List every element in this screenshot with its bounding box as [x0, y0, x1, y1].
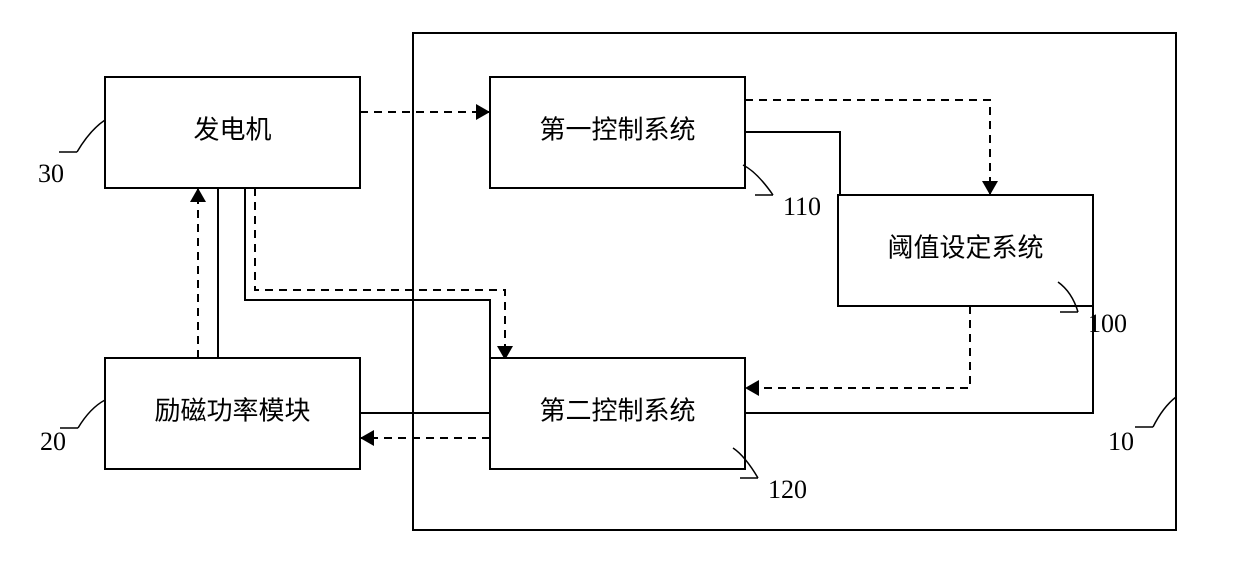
block-gen-label: 发电机: [193, 115, 271, 144]
block-ctrl1-label: 第一控制系统: [539, 115, 695, 144]
solid-connector: [245, 188, 490, 372]
ref-ctrl1: 110: [783, 192, 821, 221]
block-thr-label: 阈值设定系统: [887, 233, 1043, 262]
block-exc-label: 励磁功率模块: [154, 396, 310, 425]
solid-connector: [745, 306, 1093, 413]
leader-line: [78, 400, 105, 428]
ref-box10: 10: [1108, 427, 1134, 456]
ref-ctrl2: 120: [768, 475, 807, 504]
ref-thr: 100: [1088, 309, 1127, 338]
dashed-connector: [255, 188, 505, 360]
ref-gen: 30: [38, 159, 64, 188]
solid-connector: [745, 132, 840, 195]
leader-line: [1153, 397, 1176, 427]
block-ctrl2-label: 第二控制系统: [539, 396, 695, 425]
leader-line: [77, 120, 105, 152]
dashed-connector: [745, 306, 970, 388]
leader-line: [743, 165, 773, 195]
ref-exc: 20: [40, 427, 66, 456]
dashed-connector: [745, 100, 990, 195]
